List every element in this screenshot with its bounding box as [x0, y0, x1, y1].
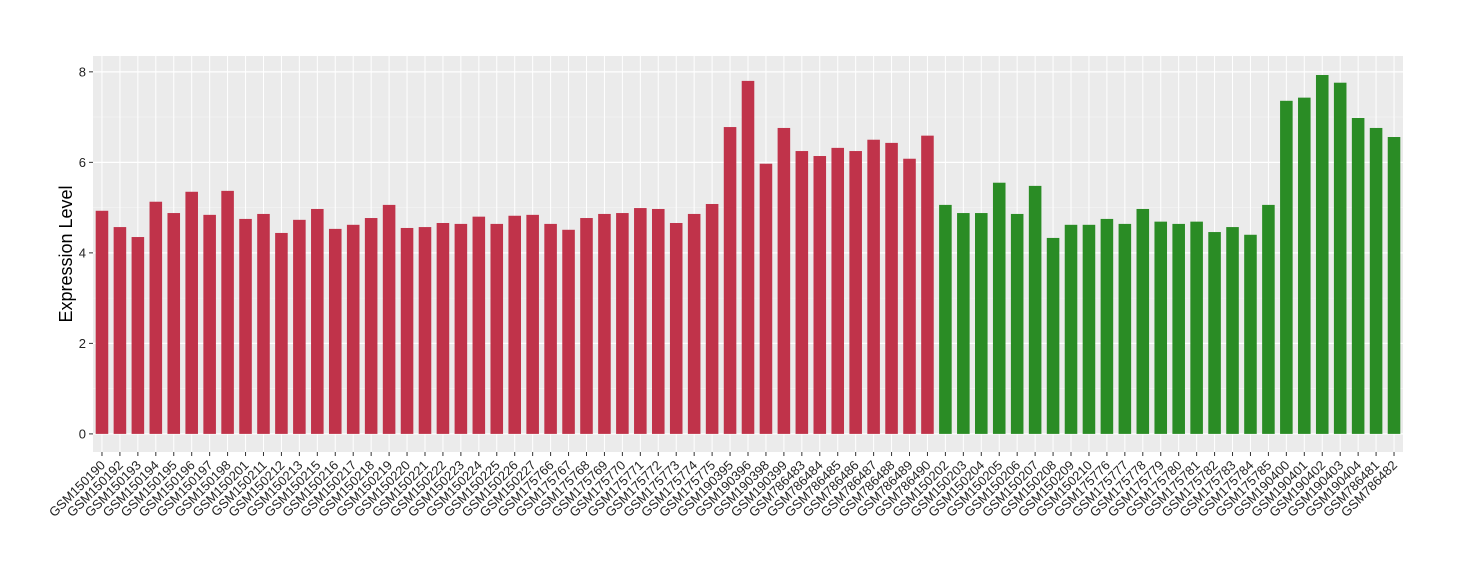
- bar: [885, 142, 898, 434]
- bar: [1298, 97, 1311, 434]
- bar: [580, 218, 593, 434]
- bar: [903, 158, 916, 434]
- bar: [131, 237, 145, 434]
- y-tick-label: 2: [79, 336, 86, 351]
- y-tick-label: 6: [79, 155, 86, 170]
- bar: [1172, 223, 1185, 434]
- bar: [634, 208, 647, 434]
- bar: [1010, 213, 1024, 434]
- bar: [616, 213, 629, 434]
- bar: [1154, 221, 1168, 434]
- bar: [436, 222, 450, 434]
- bar: [831, 147, 845, 434]
- bar: [257, 213, 270, 434]
- bar: [651, 208, 665, 434]
- bar: [741, 80, 755, 434]
- bar: [1208, 232, 1221, 434]
- bar: [382, 204, 396, 434]
- bar: [203, 214, 216, 434]
- bar: [1136, 208, 1150, 434]
- bar: [1280, 100, 1293, 434]
- bar: [1082, 224, 1096, 434]
- bar: [867, 139, 880, 434]
- bar: [849, 151, 862, 434]
- bar: [1333, 82, 1347, 434]
- bar: [1046, 237, 1060, 434]
- bar: [490, 223, 504, 434]
- bar: [526, 214, 539, 434]
- bar: [275, 232, 288, 434]
- bar: [687, 213, 701, 434]
- y-tick-label: 0: [79, 426, 86, 441]
- y-tick-label: 8: [79, 64, 86, 79]
- bar: [1244, 234, 1257, 434]
- bar: [723, 127, 737, 434]
- bar: [669, 222, 683, 434]
- y-axis-label: Expression Level: [56, 185, 76, 322]
- bar: [293, 219, 306, 434]
- bar: [311, 208, 324, 434]
- bar: [472, 216, 486, 434]
- bar: [508, 215, 521, 434]
- bar: [239, 218, 252, 434]
- bar: [957, 213, 970, 434]
- bar: [1262, 204, 1275, 434]
- bar: [346, 224, 360, 434]
- bar: [1226, 227, 1239, 434]
- bar: [562, 229, 575, 434]
- bar: [1190, 221, 1203, 434]
- bar: [992, 182, 1006, 434]
- bar: [454, 223, 468, 434]
- bar: [1315, 75, 1329, 434]
- bar: [1369, 127, 1383, 434]
- bar: [418, 227, 432, 434]
- bar: [149, 201, 163, 434]
- bar: [400, 227, 414, 434]
- bar: [95, 210, 109, 434]
- bar: [544, 223, 557, 434]
- bar: [975, 213, 988, 434]
- bar: [1118, 223, 1132, 434]
- bar: [705, 203, 719, 434]
- bar: [939, 204, 952, 434]
- bar: [1351, 118, 1365, 434]
- bar: [328, 228, 342, 434]
- bar: [167, 213, 181, 434]
- bar: [777, 127, 791, 434]
- bar: [1100, 218, 1114, 434]
- y-tick-label: 4: [79, 245, 86, 260]
- bar: [1028, 185, 1042, 434]
- bar: [921, 135, 934, 434]
- bar: [113, 227, 127, 434]
- bar: [1064, 224, 1078, 434]
- bar: [795, 151, 809, 434]
- bar: [221, 190, 234, 434]
- bar: [813, 156, 827, 434]
- bar: [759, 163, 773, 434]
- bar: [1387, 137, 1401, 434]
- bar: [185, 191, 198, 434]
- bar: [364, 218, 378, 434]
- bar: [598, 213, 611, 434]
